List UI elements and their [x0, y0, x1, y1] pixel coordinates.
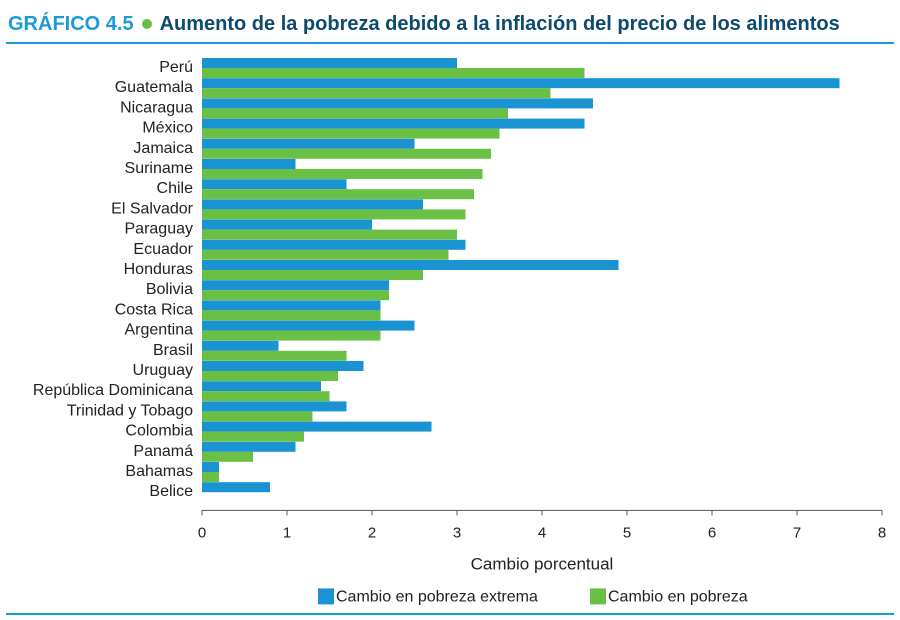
x-axis-title: Cambio porcentual: [471, 554, 614, 573]
figure-header: GRÁFICO 4.5 Aumento de la pobreza debido…: [8, 8, 892, 40]
bar-pobreza-extrema: [202, 138, 415, 149]
category-label: Argentina: [125, 322, 194, 339]
bar-pobreza-extrema: [202, 78, 840, 89]
category-label: Panamá: [133, 443, 193, 460]
category-label: Ecuador: [133, 241, 193, 258]
bar-pobreza-extrema: [202, 219, 372, 230]
category-label: El Salvador: [111, 200, 193, 217]
bar-pobreza: [202, 391, 330, 402]
chart-title: Aumento de la pobreza debido a la inflac…: [159, 12, 840, 35]
category-label: Jamaica: [133, 140, 193, 157]
bar-pobreza: [202, 249, 449, 260]
bar-pobreza-extrema: [202, 361, 364, 371]
bar-pobreza-extrema: [202, 199, 423, 210]
x-tick-label: 7: [793, 524, 801, 541]
bar-pobreza: [202, 148, 491, 159]
category-label: Costa Rica: [115, 301, 193, 318]
bar-pobreza: [202, 270, 423, 280]
bar-pobreza-extrema: [202, 320, 415, 331]
bar-pobreza: [202, 472, 219, 482]
category-label: República Dominicana: [33, 382, 193, 399]
bullet-icon: [141, 19, 152, 29]
bar-pobreza: [202, 88, 551, 99]
figure-number: GRÁFICO 4.5: [8, 12, 134, 35]
category-label: Nicaragua: [120, 99, 193, 116]
bar-pobreza-extrema: [202, 482, 270, 493]
bar-pobreza: [202, 189, 474, 200]
bar-pobreza-extrema: [202, 179, 347, 190]
bar-pobreza-extrema: [202, 118, 585, 129]
bar-pobreza: [202, 371, 338, 381]
x-tick-label: 5: [623, 524, 631, 541]
bar-pobreza-extrema: [202, 441, 296, 452]
bar-pobreza-extrema: [202, 98, 593, 109]
legend-swatch-pobreza: [590, 588, 606, 605]
bar-pobreza: [202, 128, 500, 139]
bar-pobreza: [202, 290, 389, 301]
bar-pobreza-extrema: [202, 340, 279, 351]
bar-pobreza: [202, 108, 508, 119]
legend-swatch-pobreza-extrema: [318, 588, 334, 605]
category-label: Uruguay: [133, 362, 193, 379]
bar-pobreza-extrema: [202, 58, 457, 68]
category-label: Chile: [157, 180, 194, 197]
category-label: México: [142, 120, 193, 137]
bar-pobreza: [202, 229, 457, 240]
x-tick-label: 3: [453, 524, 461, 541]
bar-pobreza-extrema: [202, 401, 347, 412]
bar-pobreza-extrema: [202, 260, 619, 270]
x-tick-label: 2: [368, 524, 376, 541]
legend-label-pobreza-extrema: Cambio en pobreza extrema: [336, 588, 538, 605]
x-tick-label: 4: [538, 524, 546, 541]
category-label: Bahamas: [125, 463, 193, 480]
x-tick-label: 0: [198, 524, 206, 541]
category-label: Guatemala: [115, 79, 193, 96]
category-label: Belice: [149, 483, 193, 500]
bar-pobreza-extrema: [202, 159, 296, 169]
bar-pobreza: [202, 350, 347, 361]
category-label: Honduras: [124, 261, 193, 278]
bar-pobreza: [202, 411, 313, 422]
bar-pobreza: [202, 431, 304, 442]
footer-divider: [6, 613, 894, 615]
x-tick-label: 6: [708, 524, 716, 541]
header-divider: [6, 42, 894, 44]
category-label: Colombia: [125, 423, 193, 440]
bar-pobreza-extrema: [202, 462, 219, 472]
bar-pobreza-extrema: [202, 239, 466, 250]
category-label: Trinidad y Tobago: [67, 402, 193, 419]
category-label: Perú: [159, 59, 193, 76]
bar-pobreza-extrema: [202, 421, 432, 432]
category-label: Paraguay: [125, 221, 194, 238]
bar-pobreza: [202, 451, 253, 462]
x-tick-label: 8: [878, 524, 886, 541]
bar-pobreza: [202, 310, 381, 321]
category-label: Bolivia: [146, 281, 193, 298]
bar-pobreza-extrema: [202, 300, 381, 311]
bar-pobreza: [202, 68, 585, 78]
bar-pobreza: [202, 209, 466, 220]
category-label: Brasil: [153, 342, 193, 359]
bar-pobreza: [202, 169, 483, 179]
legend-label-pobreza: Cambio en pobreza: [608, 588, 748, 605]
bar-pobreza-extrema: [202, 381, 321, 392]
category-label: Suriname: [125, 160, 194, 177]
bar-pobreza-extrema: [202, 280, 389, 291]
x-tick-label: 1: [283, 524, 291, 541]
bar-pobreza: [202, 330, 381, 341]
